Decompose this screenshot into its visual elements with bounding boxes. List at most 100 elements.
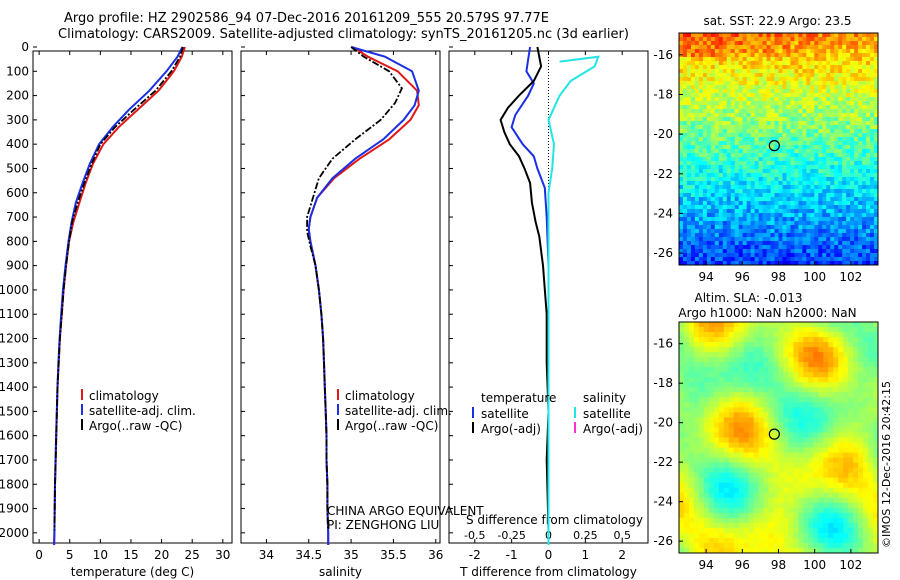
heatmap-cell <box>713 377 720 383</box>
heatmap-cell <box>774 105 779 110</box>
heatmap-cell <box>688 542 695 549</box>
heatmap-cell <box>718 537 725 544</box>
heatmap-cell <box>870 225 875 230</box>
heatmap-cell <box>682 137 688 142</box>
legend-entry: Argo(-adj) <box>481 422 541 436</box>
heatmap-cell <box>794 41 799 46</box>
heatmap-cell <box>868 322 874 328</box>
heatmap-cell <box>850 241 855 246</box>
x-tick-label: 96 <box>735 558 750 572</box>
heatmap-cell <box>782 45 787 50</box>
heatmap-cell <box>679 45 684 50</box>
heatmap-cell <box>778 442 784 448</box>
heatmap-cell <box>679 117 684 122</box>
heatmap-cell <box>763 397 769 403</box>
heatmap-cell <box>803 547 809 554</box>
heatmap-cell <box>778 457 784 464</box>
heatmap-cell <box>858 477 864 484</box>
heatmap-cell <box>846 93 851 98</box>
heatmap-cell <box>710 149 716 154</box>
heatmap-cell <box>743 412 750 418</box>
heatmap-cell <box>783 462 789 469</box>
heatmap-cell <box>788 367 794 373</box>
heatmap-cell <box>862 133 867 138</box>
heatmap-cell <box>838 382 844 388</box>
heatmap-cell <box>753 477 760 484</box>
heatmap-cell <box>823 417 829 423</box>
heatmap-cell <box>742 177 748 182</box>
x-tick-label: 98 <box>771 558 786 572</box>
heatmap-cell <box>758 157 763 162</box>
heatmap-cell <box>803 397 809 403</box>
heatmap-cell <box>874 201 879 206</box>
heatmap-cell <box>706 141 712 146</box>
heatmap-cell <box>746 53 752 58</box>
heatmap-cell <box>766 65 771 70</box>
heatmap-cell <box>854 73 859 78</box>
heatmap-cell <box>679 97 684 102</box>
heatmap-cell <box>803 537 809 544</box>
heatmap-cell <box>723 347 730 353</box>
heatmap-cell <box>750 197 756 202</box>
heatmap-cell <box>858 201 863 206</box>
heatmap-cell <box>834 85 839 90</box>
heatmap-cell <box>863 537 869 544</box>
heatmap-cell <box>848 512 854 519</box>
heatmap-cell <box>774 217 779 222</box>
heatmap-cell <box>813 522 819 529</box>
y-tick-label: -20 <box>653 416 673 430</box>
heatmap-cell <box>702 233 708 238</box>
heatmap-cell <box>738 507 745 514</box>
heatmap-cell <box>810 125 815 130</box>
heatmap-cell <box>706 137 712 142</box>
heatmap-cell <box>728 532 735 539</box>
heatmap-cell <box>774 213 779 218</box>
heatmap-cell <box>814 189 819 194</box>
heatmap-cell <box>710 165 716 170</box>
heatmap-cell <box>758 33 763 38</box>
heatmap-cell <box>726 229 732 234</box>
heatmap-cell <box>733 522 740 529</box>
heatmap-cell <box>758 397 764 403</box>
heatmap-cell <box>833 377 839 383</box>
heatmap-cell <box>754 121 759 126</box>
heatmap-cell <box>818 432 824 438</box>
heatmap-cell <box>746 205 752 210</box>
heatmap-cell <box>770 213 775 218</box>
heatmap-cell <box>702 229 708 234</box>
heatmap-cell <box>708 462 715 469</box>
heatmap-cell <box>686 129 692 134</box>
heatmap-cell <box>838 537 844 544</box>
heatmap-cell <box>738 492 745 499</box>
heatmap-cell <box>703 512 710 519</box>
heatmap-cell <box>842 257 847 262</box>
heatmap-cell <box>874 125 879 130</box>
heatmap-cell <box>698 342 705 348</box>
heatmap-cell <box>790 201 795 206</box>
heatmap-cell <box>746 109 752 114</box>
heatmap-cell <box>762 81 767 86</box>
heatmap-cell <box>690 49 696 54</box>
heatmap-cell <box>868 547 874 554</box>
heatmap-cell <box>818 422 824 428</box>
heatmap-cell <box>753 402 760 408</box>
heatmap-cell <box>782 57 787 62</box>
heatmap-cell <box>850 165 855 170</box>
heatmap-cell <box>733 507 740 514</box>
heatmap-cell <box>743 532 750 539</box>
heatmap-cell <box>802 73 807 78</box>
heatmap-cell <box>808 507 814 514</box>
heatmap-cell <box>718 89 724 94</box>
heatmap-cell <box>738 165 744 170</box>
heatmap-cell <box>738 482 745 489</box>
heatmap-cell <box>754 201 759 206</box>
heatmap-cell <box>788 397 794 403</box>
heatmap-cell <box>814 177 819 182</box>
heatmap-cell <box>846 33 851 38</box>
heatmap-cell <box>873 377 879 383</box>
heatmap-cell <box>733 397 740 403</box>
heatmap-cell <box>698 213 704 218</box>
heatmap-cell <box>679 149 684 154</box>
heatmap-cell <box>698 97 704 102</box>
heatmap-cell <box>703 442 710 448</box>
